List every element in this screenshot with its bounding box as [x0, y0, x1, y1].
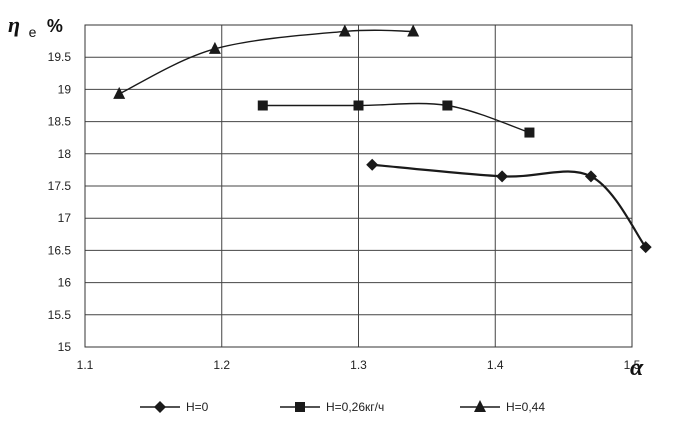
plot-area: [84, 24, 633, 348]
data-point-diamond: [584, 170, 597, 183]
series-square: [257, 100, 535, 138]
data-point-triangle: [113, 86, 126, 99]
x-axis-label: α: [630, 355, 644, 381]
data-point-square: [257, 100, 268, 111]
y-tick-label: 17.5: [48, 179, 72, 193]
legend-marker-square: [295, 402, 305, 412]
y-tick-label: 18: [58, 147, 72, 161]
y-tick-label: 16.5: [48, 243, 72, 257]
legend: H=0 H=0,26кг/ч H=0,44: [140, 400, 545, 414]
series-group: [113, 24, 652, 254]
y-axis-label-subscript: e: [29, 24, 37, 40]
y-tick-label: 16: [58, 276, 72, 290]
data-point-diamond: [366, 158, 379, 171]
y-tick-label: 17: [58, 211, 72, 225]
data-point-triangle: [407, 24, 420, 37]
data-point-diamond: [496, 170, 509, 183]
series-line: [118, 29, 414, 95]
y-axis-label-unit: %: [47, 16, 63, 36]
y-tick-label: 19.5: [48, 50, 72, 64]
x-tick-label: 1.2: [213, 358, 230, 372]
legend-marker-diamond: [154, 401, 166, 413]
legend-item: H=0: [140, 400, 209, 414]
grid: [84, 25, 633, 348]
y-axis-label-symbol: η: [8, 12, 20, 37]
y-axis-ticks: 15 15.5 16 16.5 17 17.5 18 18.5 19 19.5: [48, 50, 72, 354]
data-point-square: [524, 127, 535, 138]
legend-item: H=0,44: [460, 400, 545, 414]
y-tick-label: 19: [58, 82, 72, 96]
series-line: [262, 102, 530, 134]
legend-label: H=0,26кг/ч: [326, 400, 384, 414]
series-line: [372, 163, 647, 248]
legend-item: H=0,26кг/ч: [280, 400, 384, 414]
y-axis-label: η e %: [8, 12, 63, 42]
y-tick-label: 18.5: [48, 115, 72, 129]
series-diamond: [366, 158, 652, 254]
x-tick-label: 1.4: [487, 358, 504, 372]
legend-marker-triangle: [474, 400, 486, 412]
x-tick-label: 1.5: [624, 358, 641, 372]
y-tick-label: 15: [58, 340, 72, 354]
data-point-square: [353, 100, 364, 111]
data-point-diamond: [639, 241, 652, 254]
x-tick-label: 1.3: [350, 358, 367, 372]
series-triangle: [113, 24, 420, 99]
data-point-triangle: [338, 24, 351, 37]
x-axis-ticks: 1.1 1.2 1.3 1.4 1.5: [77, 358, 641, 372]
legend-label: H=0,44: [506, 400, 545, 414]
data-point-square: [442, 100, 453, 111]
x-tick-label: 1.1: [77, 358, 94, 372]
y-tick-label: 15.5: [48, 308, 72, 322]
legend-label: H=0: [186, 400, 209, 414]
data-point-triangle: [208, 41, 221, 54]
